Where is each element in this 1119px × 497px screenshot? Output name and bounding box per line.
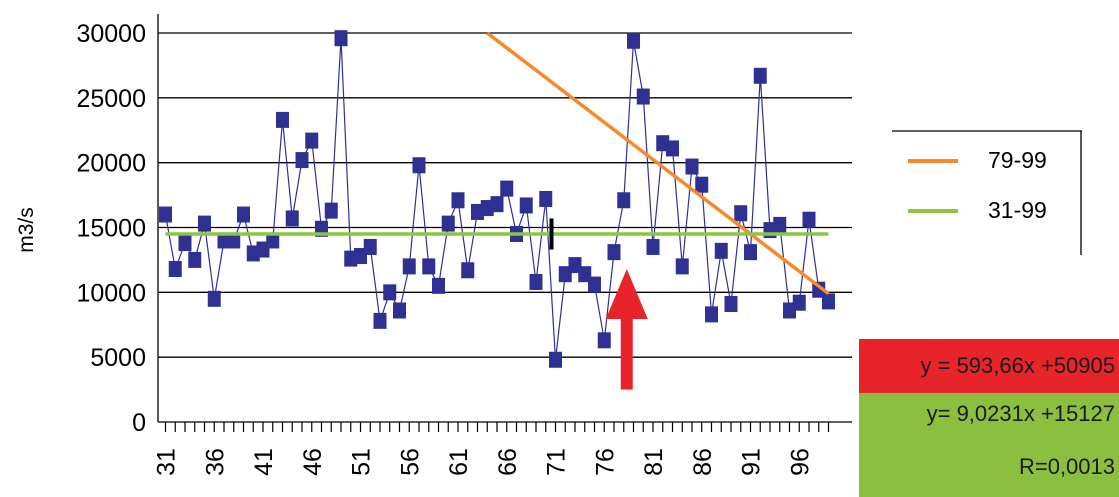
data-point [363, 238, 377, 255]
data-point [802, 211, 816, 228]
red-arrow-head [605, 268, 648, 319]
data-point [168, 260, 182, 277]
x-tick-label: 71 [543, 448, 571, 476]
y-tick-label: 30000 [76, 20, 146, 48]
data-point [188, 251, 202, 268]
data-point [266, 232, 280, 249]
data-point [198, 215, 211, 232]
y-tick-labels: 0 5000 10000 15000 20000 25000 30000 [76, 20, 146, 437]
data-point [705, 306, 718, 323]
data-point [451, 192, 465, 209]
y-tick-label: 25000 [76, 85, 146, 113]
data-point [461, 262, 475, 279]
y-axis-title: m3/s [15, 207, 38, 253]
y-tick-label: 0 [132, 409, 146, 437]
red-arrow-shaft [620, 312, 633, 390]
x-tick-label: 51 [348, 448, 376, 476]
y-tick-label: 5000 [90, 344, 146, 372]
legend: 79-99 31-99 [892, 130, 1082, 255]
data-point [539, 190, 553, 207]
data-point [744, 244, 757, 261]
data-point [549, 351, 562, 368]
data-point [237, 206, 250, 223]
x-tick-label: 46 [299, 448, 327, 476]
data-point [714, 242, 728, 259]
data-point [724, 296, 738, 313]
x-tick-label: 96 [786, 448, 814, 476]
legend-label: 31-99 [988, 197, 1047, 223]
trendline-79-99 [486, 31, 830, 296]
data-point [373, 312, 387, 329]
data-point [597, 332, 611, 349]
x-tick-marks [164, 422, 830, 432]
x-tick-label: 61 [445, 448, 473, 476]
legend-label: 79-99 [988, 147, 1047, 173]
x-tick-label: 56 [396, 448, 424, 476]
data-point [666, 140, 679, 157]
data-point [685, 158, 699, 175]
series-main [159, 30, 835, 368]
data-point [529, 273, 543, 290]
data-point [432, 277, 445, 294]
data-point [695, 176, 709, 193]
data-point [822, 293, 835, 310]
red-arrow [605, 268, 648, 390]
data-point [607, 244, 621, 261]
data-point [227, 232, 241, 249]
data-point [295, 152, 309, 169]
data-point [159, 206, 172, 223]
y-tick-label: 10000 [76, 279, 146, 307]
x-tick-label: 66 [494, 448, 522, 476]
x-tick-label: 81 [640, 448, 668, 476]
equation-green-text: y= 9,0231x +15127 [926, 401, 1115, 426]
y-tick-label: 20000 [76, 150, 146, 178]
x-tick-label: 31 [153, 448, 181, 476]
data-point [500, 180, 514, 197]
data-point [734, 205, 748, 222]
data-point [334, 30, 348, 47]
gridlines [157, 14, 852, 423]
data-point [675, 258, 689, 275]
x-tick-label: 91 [738, 448, 766, 476]
y-tick-label: 15000 [76, 215, 146, 243]
data-point [276, 111, 289, 128]
data-point [773, 216, 787, 233]
x-tick-labels: 31 36 41 46 51 56 61 66 71 76 81 86 91 96 [153, 448, 815, 476]
data-point [305, 132, 319, 149]
data-point [490, 196, 504, 213]
data-point [753, 67, 767, 84]
data-point [207, 290, 221, 307]
data-point [646, 238, 660, 255]
data-point [393, 302, 406, 319]
x-tick-label: 86 [689, 448, 717, 476]
data-point [441, 215, 455, 232]
data-point [636, 88, 650, 105]
data-point [383, 284, 397, 301]
annotations [549, 218, 648, 390]
x-tick-label: 36 [201, 448, 229, 476]
equation-red-text: y = 593,66x +50905 [920, 353, 1116, 378]
data-point [792, 294, 806, 311]
r-value-text: R=0,0013 [1018, 454, 1115, 479]
equation-red-box: y = 593,66x +50905 [859, 339, 1119, 393]
data-point [519, 197, 533, 214]
data-point [627, 32, 640, 49]
equation-green-box: y= 9,0231x +15127 R=0,0013 [859, 393, 1119, 497]
data-point [588, 276, 601, 293]
data-point [324, 202, 338, 219]
data-point [178, 235, 192, 252]
data-point [412, 157, 426, 174]
data-point [617, 192, 631, 209]
x-tick-label: 41 [250, 448, 278, 476]
x-tick-label: 76 [591, 448, 619, 476]
data-point [402, 258, 416, 275]
data-point [285, 210, 299, 227]
trendlines [165, 31, 830, 296]
data-point [422, 258, 436, 275]
